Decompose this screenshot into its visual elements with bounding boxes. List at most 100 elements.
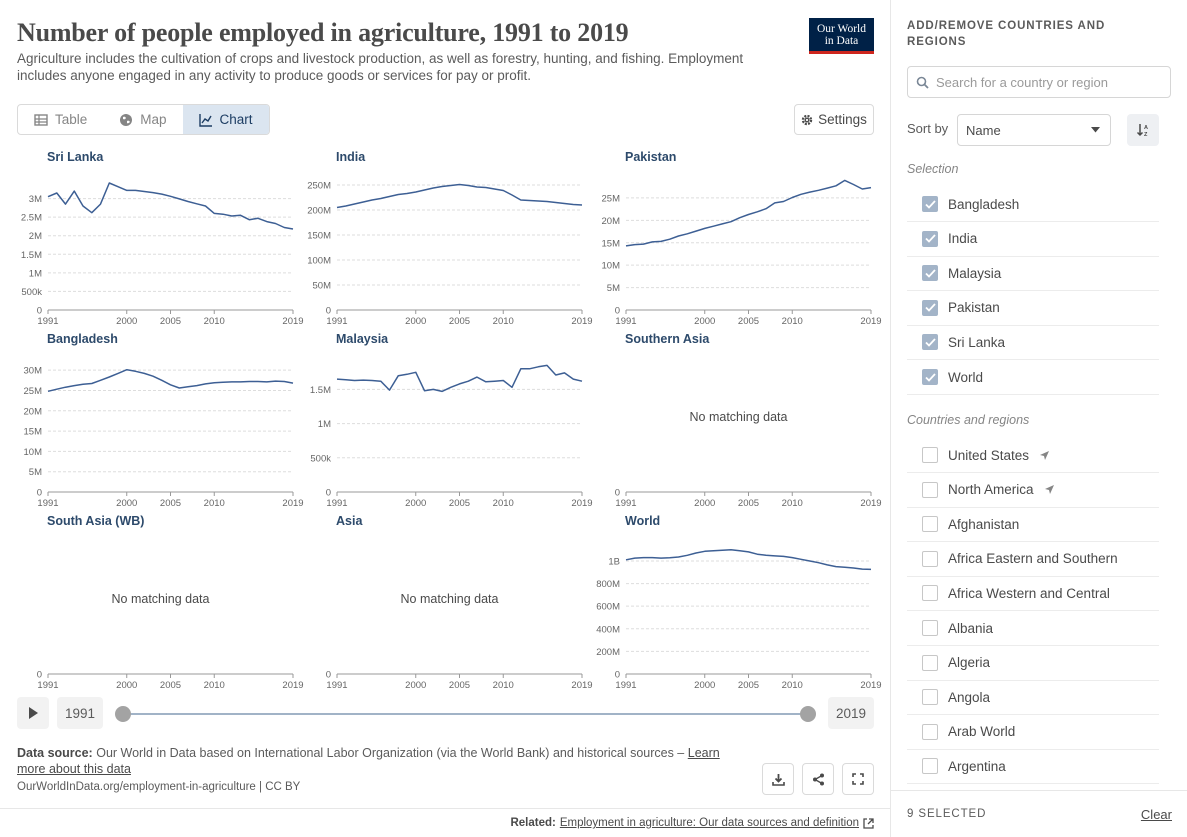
y-tick-label: 600M (596, 602, 620, 613)
chart-subtitle: Agriculture includes the cultivation of … (17, 51, 744, 83)
item-label: Pakistan (948, 300, 1000, 316)
svg-text:Z: Z (1144, 132, 1148, 137)
timeline-end-handle[interactable] (800, 706, 816, 722)
series-line-sri-lanka[interactable] (47, 182, 294, 230)
checkbox[interactable] (922, 447, 938, 463)
share-button[interactable] (802, 763, 834, 795)
related-link[interactable]: Employment in agriculture: Our data sour… (559, 817, 859, 829)
checkbox[interactable] (922, 265, 938, 282)
timeline-end-year[interactable]: 2019 (828, 697, 874, 729)
y-tick-label: 250M (307, 181, 331, 192)
y-tick-label: 0 (37, 488, 42, 499)
country-item-north-america[interactable]: North America (907, 473, 1159, 508)
checkbox[interactable] (922, 620, 938, 636)
item-label: Arab World (948, 724, 1016, 740)
learn-more-link[interactable]: Learn more about this data (17, 746, 720, 776)
selected-item-bangladesh[interactable]: Bangladesh (907, 187, 1159, 222)
y-tick-label: 1M (29, 268, 42, 279)
checkbox[interactable] (922, 516, 938, 533)
expand-icon (852, 773, 864, 785)
country-item-afghanistan[interactable]: Afghanistan (907, 507, 1159, 543)
checkbox[interactable] (922, 481, 938, 498)
related-label: Related: (510, 817, 556, 829)
y-tick-label: 0 (615, 488, 620, 499)
x-tick-label: 2005 (738, 498, 759, 509)
tab-map[interactable]: Map (103, 105, 182, 134)
search-box[interactable] (907, 66, 1171, 98)
owid-logo[interactable]: Our World in Data (809, 18, 874, 54)
timeline: 1991 2019 (17, 697, 874, 730)
timeline-start-year[interactable]: 1991 (57, 697, 103, 729)
country-item-angola[interactable]: Angola (907, 680, 1159, 716)
item-label: Argentina (948, 758, 1006, 774)
sort-select[interactable]: Name (957, 114, 1111, 146)
country-item-argentina[interactable]: Argentina (907, 749, 1159, 785)
checkbox[interactable] (922, 689, 938, 706)
country-item-africa-western-and-central[interactable]: Africa Western and Central (907, 576, 1159, 612)
x-tick-label: 2019 (860, 680, 881, 690)
x-tick-label: 2005 (449, 498, 470, 509)
checkbox[interactable] (922, 369, 938, 385)
search-input[interactable] (936, 74, 1156, 90)
series-line-world[interactable] (625, 548, 872, 571)
country-item-algeria[interactable]: Algeria (907, 646, 1159, 681)
selected-item-malaysia[interactable]: Malaysia (907, 256, 1159, 292)
checkbox[interactable] (922, 654, 938, 671)
x-tick-label: 1991 (37, 680, 58, 690)
fullscreen-button[interactable] (842, 763, 874, 795)
y-tick-label: 25M (24, 386, 43, 397)
x-tick-label: 2019 (860, 316, 881, 327)
line-chart-icon (198, 113, 212, 127)
series-line-malaysia[interactable] (336, 364, 583, 393)
tab-chart[interactable]: Chart (182, 105, 269, 134)
chart-url[interactable]: OurWorldInData.org/employment-in-agricul… (17, 781, 301, 793)
x-tick-label: 2019 (860, 498, 881, 509)
related-bar: Related: Employment in agriculture: Our … (0, 808, 890, 837)
x-tick-label: 1991 (37, 498, 58, 509)
selected-item-world[interactable]: World (907, 360, 1159, 395)
panel-pakistan: Pakistan 0 5M 10M 15M 20M 25M 1991 2000 2005 2010 2… (602, 150, 882, 327)
item-label: Sri Lanka (948, 334, 1006, 350)
selected-item-sri-lanka[interactable]: Sri Lanka (907, 325, 1159, 361)
y-tick-label: 1.5M (21, 250, 42, 261)
series-line-pakistan[interactable] (625, 179, 872, 247)
series-line-bangladesh[interactable] (47, 368, 294, 393)
selected-item-pakistan[interactable]: Pakistan (907, 291, 1159, 326)
country-item-africa-eastern-and-southern[interactable]: Africa Eastern and Southern (907, 542, 1159, 577)
x-tick-label: 1991 (37, 316, 58, 327)
country-item-albania[interactable]: Albania (907, 611, 1159, 646)
y-tick-label: 400M (596, 624, 620, 635)
y-tick-label: 200M (307, 206, 331, 217)
y-tick-label: 5M (29, 467, 42, 478)
checkbox[interactable] (922, 723, 938, 740)
x-tick-label: 2005 (738, 316, 759, 327)
timeline-track[interactable] (123, 713, 808, 715)
play-button[interactable] (17, 697, 49, 729)
y-tick-label: 0 (326, 670, 331, 681)
checkbox[interactable] (922, 334, 938, 351)
tab-table[interactable]: Table (18, 105, 103, 134)
download-button[interactable] (762, 763, 794, 795)
x-tick-label: 2000 (694, 498, 715, 509)
settings-button[interactable]: Settings (794, 104, 874, 135)
x-tick-label: 1991 (326, 680, 347, 690)
checkbox[interactable] (922, 550, 938, 567)
panel-india: India 0 50M 100M 150M 200M 250M 1991 2000 2005 201… (307, 150, 592, 327)
checkbox[interactable] (922, 196, 938, 212)
country-item-united-states[interactable]: United States (907, 438, 1159, 473)
checkbox[interactable] (922, 230, 938, 247)
panel-malaysia: Malaysia 0 500k 1M 1.5M 1991 2000 2005 2010 2019 (310, 332, 593, 509)
y-tick-label: 0 (37, 670, 42, 681)
selected-item-india[interactable]: India (907, 222, 1159, 257)
checkbox[interactable] (922, 299, 938, 316)
checkbox[interactable] (922, 585, 938, 602)
country-item-arab-world[interactable]: Arab World (907, 715, 1159, 750)
clear-button[interactable]: Clear (1140, 806, 1172, 822)
timeline-start-handle[interactable] (115, 706, 131, 722)
panel-title-india: India (336, 150, 366, 164)
checkbox[interactable] (922, 758, 938, 775)
series-line-india[interactable] (336, 183, 583, 209)
